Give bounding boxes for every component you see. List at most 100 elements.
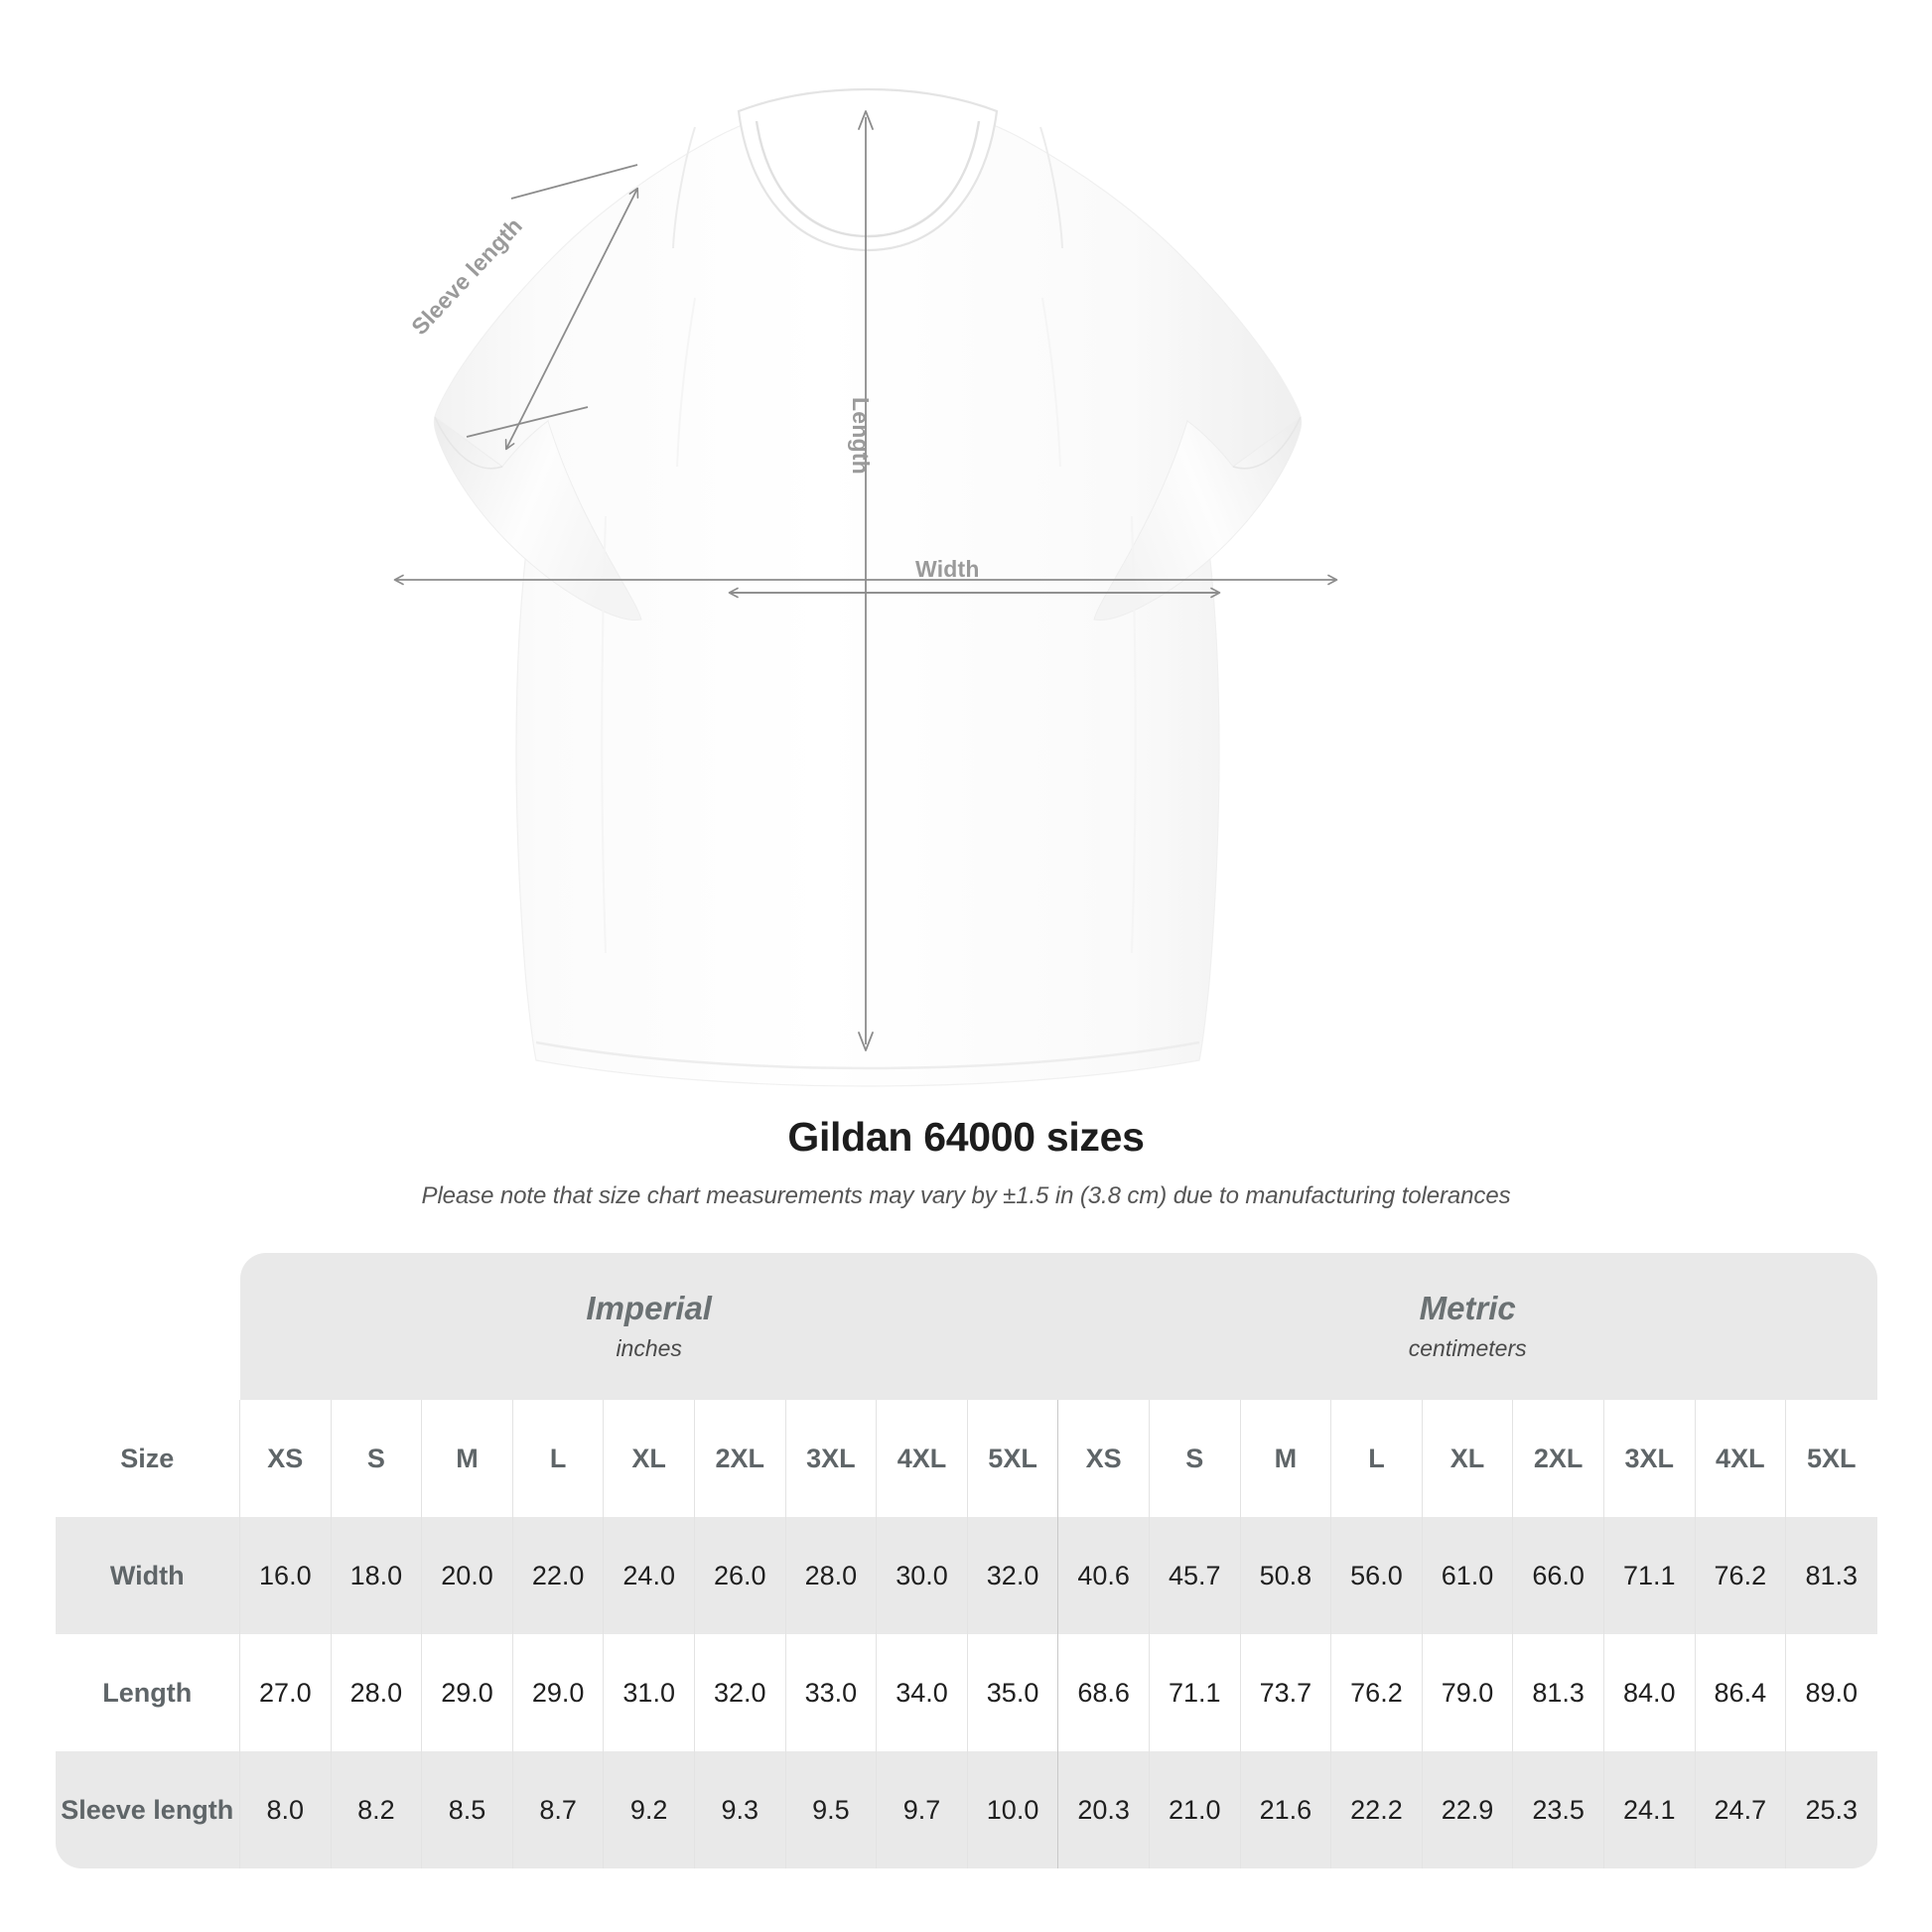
measure-cell: 9.7 bbox=[876, 1751, 968, 1868]
measure-cell: 84.0 bbox=[1602, 1634, 1696, 1751]
page-title: Gildan 64000 sizes bbox=[787, 1114, 1145, 1160]
measure-cell: 73.7 bbox=[1239, 1634, 1331, 1751]
measure-cell: 22.0 bbox=[511, 1517, 604, 1634]
measure-cell: 86.4 bbox=[1694, 1634, 1786, 1751]
measure-cell: 32.0 bbox=[966, 1517, 1058, 1634]
unit-header-spacer bbox=[55, 1253, 240, 1400]
measure-cell: 68.6 bbox=[1057, 1634, 1150, 1751]
measure-cell: 31.0 bbox=[603, 1634, 695, 1751]
row-label-sleeve-length: Sleeve length bbox=[55, 1751, 240, 1868]
measure-cell: 29.0 bbox=[511, 1634, 604, 1751]
measure-cell: 27.0 bbox=[239, 1634, 332, 1751]
measure-cell: 10.0 bbox=[966, 1751, 1058, 1868]
measure-cell: 8.2 bbox=[330, 1751, 422, 1868]
size-header-cell: S bbox=[1148, 1400, 1241, 1517]
unit-group-metric: Metric centimeters bbox=[1057, 1253, 1877, 1400]
measure-cell: 24.0 bbox=[603, 1517, 695, 1634]
measure-cell: 25.3 bbox=[1785, 1751, 1877, 1868]
size-header-cell: 2XL bbox=[1512, 1400, 1604, 1517]
measure-cell: 45.7 bbox=[1148, 1517, 1241, 1634]
measure-cell: 34.0 bbox=[876, 1634, 968, 1751]
shirt-collar bbox=[737, 87, 999, 252]
measure-cell: 66.0 bbox=[1512, 1517, 1604, 1634]
measure-cell: 9.5 bbox=[784, 1751, 877, 1868]
size-chart-table-wrapper: Imperial inches Metric centimeters Size XS S M L… bbox=[55, 1253, 1877, 1868]
measure-cell: 26.0 bbox=[693, 1517, 786, 1634]
measure-cell: 18.0 bbox=[330, 1517, 422, 1634]
tshirt-diagram: Sleeve length Length Width bbox=[393, 87, 1338, 1087]
table-row: Sleeve length 8.0 8.2 8.5 8.7 9.2 9.3 9.5 9.7 10.… bbox=[55, 1751, 1877, 1868]
measure-cell: 16.0 bbox=[239, 1517, 332, 1634]
size-header-cell: M bbox=[1239, 1400, 1331, 1517]
size-header-cell: L bbox=[511, 1400, 604, 1517]
measure-cell: 21.6 bbox=[1239, 1751, 1331, 1868]
measure-cell: 32.0 bbox=[693, 1634, 786, 1751]
size-chart-table: Imperial inches Metric centimeters Size XS S M L… bbox=[55, 1253, 1877, 1868]
size-header-cell: XS bbox=[239, 1400, 332, 1517]
measure-cell: 24.1 bbox=[1602, 1751, 1696, 1868]
measure-cell: 29.0 bbox=[421, 1634, 513, 1751]
width-label: Width bbox=[915, 556, 980, 582]
measure-cell: 79.0 bbox=[1421, 1634, 1513, 1751]
length-label: Length bbox=[848, 397, 874, 475]
row-label-length: Length bbox=[55, 1634, 240, 1751]
shirt-right-sleeve bbox=[1093, 416, 1303, 621]
size-header-cell: XS bbox=[1057, 1400, 1150, 1517]
measure-cell: 33.0 bbox=[784, 1634, 877, 1751]
measure-cell: 9.2 bbox=[603, 1751, 695, 1868]
measure-cell: 20.3 bbox=[1057, 1751, 1150, 1868]
size-header-cell: S bbox=[330, 1400, 422, 1517]
size-header-cell: 2XL bbox=[693, 1400, 786, 1517]
measure-cell: 71.1 bbox=[1602, 1517, 1696, 1634]
unit-group-name: Metric bbox=[1419, 1289, 1516, 1326]
measure-cell: 23.5 bbox=[1512, 1751, 1604, 1868]
unit-group-subtitle: centimeters bbox=[1408, 1335, 1527, 1362]
measure-cell: 76.2 bbox=[1330, 1634, 1423, 1751]
measure-cell: 20.0 bbox=[421, 1517, 513, 1634]
title-block: Gildan 64000 sizes Please note that size… bbox=[0, 1102, 1932, 1210]
measure-cell: 81.3 bbox=[1785, 1517, 1877, 1634]
measure-cell: 76.2 bbox=[1694, 1517, 1786, 1634]
measure-cell: 22.2 bbox=[1330, 1751, 1423, 1868]
measure-cell: 30.0 bbox=[876, 1517, 968, 1634]
measure-cell: 71.1 bbox=[1148, 1634, 1241, 1751]
measure-cell: 89.0 bbox=[1785, 1634, 1877, 1751]
measure-cell: 9.3 bbox=[693, 1751, 786, 1868]
size-header-cell: 3XL bbox=[1602, 1400, 1696, 1517]
size-header-cell: 5XL bbox=[966, 1400, 1058, 1517]
measure-cell: 28.0 bbox=[784, 1517, 877, 1634]
unit-header-row: Imperial inches Metric centimeters bbox=[55, 1253, 1877, 1400]
unit-group-name: Imperial bbox=[586, 1289, 712, 1326]
size-header-cell: 3XL bbox=[784, 1400, 877, 1517]
size-header-cell: M bbox=[421, 1400, 513, 1517]
measure-cell: 24.7 bbox=[1694, 1751, 1786, 1868]
size-header-cell: L bbox=[1330, 1400, 1423, 1517]
measure-cell: 56.0 bbox=[1330, 1517, 1423, 1634]
measure-cell: 8.0 bbox=[239, 1751, 332, 1868]
size-column-header: Size bbox=[55, 1400, 240, 1517]
measure-cell: 61.0 bbox=[1421, 1517, 1513, 1634]
unit-group-imperial: Imperial inches bbox=[239, 1253, 1058, 1400]
measure-cell: 81.3 bbox=[1512, 1634, 1604, 1751]
size-header-cell: 5XL bbox=[1785, 1400, 1877, 1517]
measure-cell: 40.6 bbox=[1057, 1517, 1150, 1634]
size-header-cell: XL bbox=[603, 1400, 695, 1517]
size-header-cell: 4XL bbox=[1694, 1400, 1786, 1517]
measure-cell: 8.7 bbox=[511, 1751, 604, 1868]
page-subtitle: Please note that size chart measurements… bbox=[421, 1182, 1511, 1209]
table-row: Length 27.0 28.0 29.0 29.0 31.0 32.0 33.0 34.0 35… bbox=[55, 1634, 1877, 1751]
row-label-width: Width bbox=[55, 1517, 240, 1634]
measure-cell: 28.0 bbox=[330, 1634, 422, 1751]
measure-cell: 21.0 bbox=[1148, 1751, 1241, 1868]
measure-cell: 35.0 bbox=[966, 1634, 1058, 1751]
measure-cell: 50.8 bbox=[1239, 1517, 1331, 1634]
measure-cell: 22.9 bbox=[1421, 1751, 1513, 1868]
size-header-cell: XL bbox=[1421, 1400, 1513, 1517]
size-header-row: Size XS S M L XL 2XL 3XL 4XL 5XL XS S M L XL 2XL 3XL 4XL 5… bbox=[55, 1400, 1877, 1517]
table-row: Width 16.0 18.0 20.0 22.0 24.0 26.0 28.0 30.0 32.… bbox=[55, 1517, 1877, 1634]
size-header-cell: 4XL bbox=[876, 1400, 968, 1517]
unit-group-subtitle: inches bbox=[616, 1335, 682, 1362]
measure-cell: 8.5 bbox=[421, 1751, 513, 1868]
sleeve-measure-arrow bbox=[466, 164, 639, 451]
tshirt-illustration bbox=[393, 87, 1338, 1087]
